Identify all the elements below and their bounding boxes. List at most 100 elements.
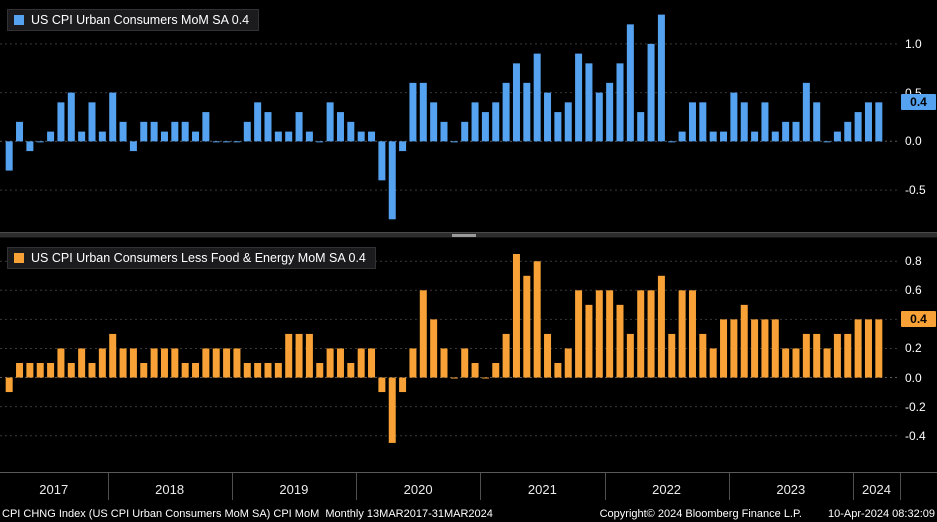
bar <box>254 362 262 378</box>
bar <box>357 348 365 378</box>
bar <box>430 319 438 378</box>
bar <box>854 112 862 142</box>
bar <box>399 377 407 393</box>
bar <box>419 290 427 378</box>
x-axis-right-edge <box>900 473 901 500</box>
bar <box>450 377 458 379</box>
legend-label-core: US CPI Urban Consumers Less Food & Energ… <box>31 251 366 265</box>
bar <box>585 304 593 378</box>
footer-description: CPI CHNG Index (US CPI Urban Consumers M… <box>2 507 493 520</box>
bar <box>336 348 344 378</box>
bar <box>430 102 438 142</box>
bar <box>450 141 458 143</box>
x-axis: 2017 2018 2019 2020 2021 2022 2023 2024 <box>0 472 937 505</box>
bar <box>223 141 231 143</box>
bar <box>326 348 334 378</box>
bar <box>657 275 665 378</box>
bar <box>481 377 489 379</box>
bar <box>502 333 510 378</box>
bar <box>336 112 344 142</box>
bar <box>720 319 728 378</box>
bar <box>740 304 748 378</box>
bar <box>792 348 800 378</box>
bar <box>171 121 179 142</box>
bar <box>202 348 210 378</box>
bar <box>720 131 728 142</box>
bar <box>5 377 13 393</box>
bar <box>67 362 75 378</box>
bar <box>26 362 34 378</box>
chart-panel-headline: US CPI Urban Consumers MoM SA 0.4 1.0 0.5… <box>0 0 937 232</box>
bar <box>181 121 189 142</box>
bar <box>78 348 86 378</box>
bar <box>751 319 759 378</box>
bar <box>864 319 872 378</box>
bar <box>409 82 417 142</box>
bar <box>647 290 655 378</box>
bar <box>688 102 696 142</box>
bar <box>637 290 645 378</box>
bar <box>326 102 334 142</box>
bar <box>637 112 645 142</box>
bar <box>606 290 614 378</box>
y-axis-core: 0.8 0.6 0.4 0.2 0.0 -0.2 -0.4 <box>903 238 937 472</box>
bar <box>285 131 293 142</box>
bar <box>616 304 624 378</box>
core-bar-chart[interactable] <box>0 238 900 472</box>
bar <box>264 112 272 142</box>
y-tick-label: 0.0 <box>905 134 922 149</box>
bar <box>709 348 717 378</box>
panel-divider[interactable] <box>0 232 937 238</box>
bar <box>533 261 541 378</box>
bar <box>98 131 106 142</box>
legend-headline[interactable]: US CPI Urban Consumers MoM SA 0.4 <box>7 9 260 31</box>
bar <box>305 131 313 142</box>
bar <box>678 290 686 378</box>
bar <box>16 121 24 142</box>
bar <box>274 362 282 378</box>
bar <box>26 141 34 152</box>
bar <box>243 362 251 378</box>
bar <box>192 362 200 378</box>
bar <box>109 333 117 378</box>
headline-bar-chart[interactable] <box>0 0 900 232</box>
bar <box>854 319 862 378</box>
y-tick-label: 1.0 <box>905 36 922 51</box>
bar <box>181 362 189 378</box>
bar <box>378 377 386 393</box>
bar <box>782 121 790 142</box>
x-axis-year-label: 2022 <box>652 482 682 497</box>
bar <box>699 333 707 378</box>
bar <box>875 102 883 142</box>
bar <box>761 319 769 378</box>
bar <box>129 348 137 378</box>
bar <box>295 112 303 142</box>
last-value-badge-core: 0.4 <box>901 311 936 328</box>
bar <box>440 121 448 142</box>
bar <box>595 92 603 142</box>
divider-handle[interactable] <box>452 234 476 237</box>
y-tick-label: 0.0 <box>905 370 922 385</box>
bar <box>575 290 583 378</box>
x-axis-year-separator <box>728 473 730 500</box>
x-axis-year-separator <box>852 473 854 500</box>
bar <box>678 131 686 142</box>
bar <box>57 102 65 142</box>
y-tick-label: -0.5 <box>905 183 926 198</box>
bar <box>823 141 831 143</box>
bar <box>212 141 220 143</box>
bar <box>295 333 303 378</box>
legend-core[interactable]: US CPI Urban Consumers Less Food & Energ… <box>7 247 376 269</box>
bar <box>119 121 127 142</box>
bar <box>160 348 168 378</box>
bar <box>233 348 241 378</box>
bar <box>730 319 738 378</box>
bar <box>98 348 106 378</box>
bar <box>140 121 148 142</box>
x-axis-year-separator <box>231 473 233 500</box>
bar <box>399 141 407 152</box>
x-axis-year-separator <box>356 473 357 500</box>
bar <box>844 121 852 142</box>
bar <box>492 102 500 142</box>
